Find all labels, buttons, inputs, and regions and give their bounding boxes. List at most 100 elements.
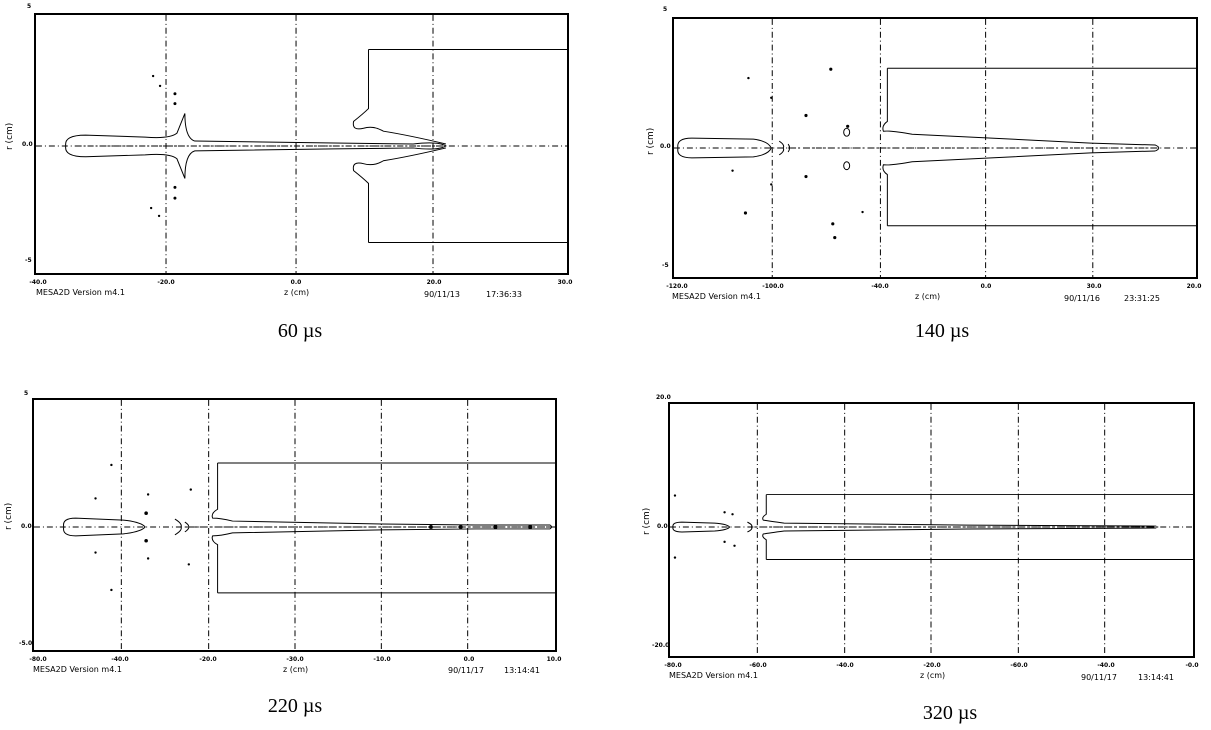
- debris-particle: [144, 538, 148, 543]
- debris-particle: [187, 563, 191, 566]
- panel-caption: 140 µs: [914, 320, 970, 342]
- debris-particle: [173, 196, 177, 200]
- target-upper: [352, 48, 567, 145]
- target-lower: [352, 147, 567, 243]
- debris-particle: [528, 525, 533, 529]
- plot-area-60us: [34, 13, 569, 275]
- jet-head: [747, 521, 753, 533]
- version-label: MESA2D Version m4.1: [33, 665, 122, 674]
- x-tick-label: -60.0: [749, 662, 767, 669]
- debris-particle: [733, 544, 736, 547]
- x-tick-label: 0.0: [463, 656, 475, 663]
- y-tick-label: -5.0: [19, 640, 33, 647]
- debris-particle: [743, 211, 748, 215]
- x-tick-label: -20.0: [157, 279, 175, 286]
- x-tick-label: -0.0: [1185, 662, 1199, 669]
- panel-caption: 320 µs: [922, 702, 978, 724]
- debris-particle: [146, 493, 150, 496]
- y-axis-label: r (cm): [646, 127, 656, 155]
- run-time: 13:14:41: [1138, 673, 1174, 682]
- debris-particle: [804, 113, 808, 118]
- debris-particle: [428, 525, 433, 529]
- x-tick-label: 0.0: [980, 283, 992, 290]
- plot-area-320us: [668, 402, 1195, 658]
- jet-head: [174, 518, 190, 536]
- y-axis-label: r (cm): [642, 507, 652, 535]
- debris-particle: [458, 525, 463, 529]
- run-date: 90/11/17: [448, 666, 484, 675]
- x-tick-label: -40.0: [111, 656, 129, 663]
- x-tick-label: -60.0: [1010, 662, 1028, 669]
- target-lower: [762, 527, 1193, 561]
- y-axis-label: r (cm): [5, 122, 15, 150]
- debris-particle: [861, 210, 864, 214]
- target-lower: [882, 150, 1196, 227]
- target-upper: [211, 462, 555, 530]
- y-tick-label: 5: [27, 3, 32, 10]
- x-tick-label: -30.0: [286, 656, 304, 663]
- y-axis-label: r (cm): [4, 502, 14, 530]
- jet-outline: [672, 521, 731, 533]
- x-tick-label: -120.0: [666, 283, 688, 290]
- debris-fragment: [843, 127, 851, 137]
- debris-fragment: [843, 161, 851, 171]
- x-tick-label: -40.0: [1097, 662, 1115, 669]
- y-tick-label: 0.0: [660, 143, 671, 150]
- jet-outline: [677, 137, 772, 159]
- debris-particle: [189, 488, 192, 491]
- version-label: MESA2D Version m4.1: [669, 671, 758, 680]
- debris-particle: [144, 511, 148, 515]
- y-tick-label: -5: [662, 262, 669, 269]
- x-tick-label: 30.0: [557, 279, 573, 286]
- target-lower: [211, 528, 555, 594]
- debris-particle: [173, 185, 177, 189]
- x-tick-label: -100.0: [762, 283, 784, 290]
- debris-particle: [173, 102, 177, 106]
- debris-particle: [804, 174, 808, 179]
- debris-particle: [94, 497, 97, 500]
- debris-particle: [770, 96, 773, 99]
- x-axis-label: z (cm): [284, 288, 310, 297]
- debris-particle: [770, 183, 773, 186]
- y-tick-label: 5: [24, 390, 29, 397]
- run-date: 90/11/13: [424, 290, 460, 299]
- x-tick-label: -40.0: [871, 283, 889, 290]
- version-label: MESA2D Version m4.1: [672, 292, 761, 301]
- debris-particle: [146, 557, 150, 560]
- x-tick-label: -80.0: [664, 662, 682, 669]
- debris-particle: [673, 556, 677, 559]
- x-tick-label: 20.0: [1186, 283, 1202, 290]
- x-axis-label: z (cm): [915, 292, 941, 301]
- debris-particle: [151, 74, 155, 78]
- target-upper: [762, 494, 1193, 527]
- x-tick-label: 30.0: [1086, 283, 1102, 290]
- plot-area-140us: [672, 17, 1198, 279]
- debris-particle: [846, 124, 850, 128]
- jet-outline: [65, 113, 447, 179]
- debris-particle: [673, 494, 677, 497]
- debris-particle: [493, 525, 498, 529]
- y-tick-label: 0.0: [21, 523, 32, 530]
- debris-particle: [831, 222, 835, 226]
- run-date: 90/11/17: [1081, 673, 1117, 682]
- x-tick-label: -10.0: [373, 656, 391, 663]
- debris-particle: [94, 551, 97, 554]
- debris-particle: [833, 236, 837, 240]
- x-axis-label: z (cm): [283, 665, 309, 674]
- target-upper: [882, 67, 1196, 152]
- x-tick-label: -40.0: [29, 279, 47, 286]
- version-label: MESA2D Version m4.1: [36, 288, 125, 297]
- plot-area-220us: [32, 398, 557, 652]
- run-time: 17:36:33: [486, 290, 522, 299]
- x-tick-label: -20.0: [923, 662, 941, 669]
- debris-particle: [829, 67, 833, 71]
- x-tick-label: -20.0: [199, 656, 217, 663]
- debris-particle: [149, 206, 153, 210]
- panel-caption: 220 µs: [267, 695, 323, 717]
- debris-particle: [158, 84, 162, 88]
- y-tick-label: -20.0: [652, 642, 670, 649]
- x-tick-label: 10.0: [546, 656, 562, 663]
- y-tick-label: 0.0: [657, 523, 668, 530]
- debris-particle: [723, 511, 726, 514]
- jet-contours-220us: [34, 400, 555, 650]
